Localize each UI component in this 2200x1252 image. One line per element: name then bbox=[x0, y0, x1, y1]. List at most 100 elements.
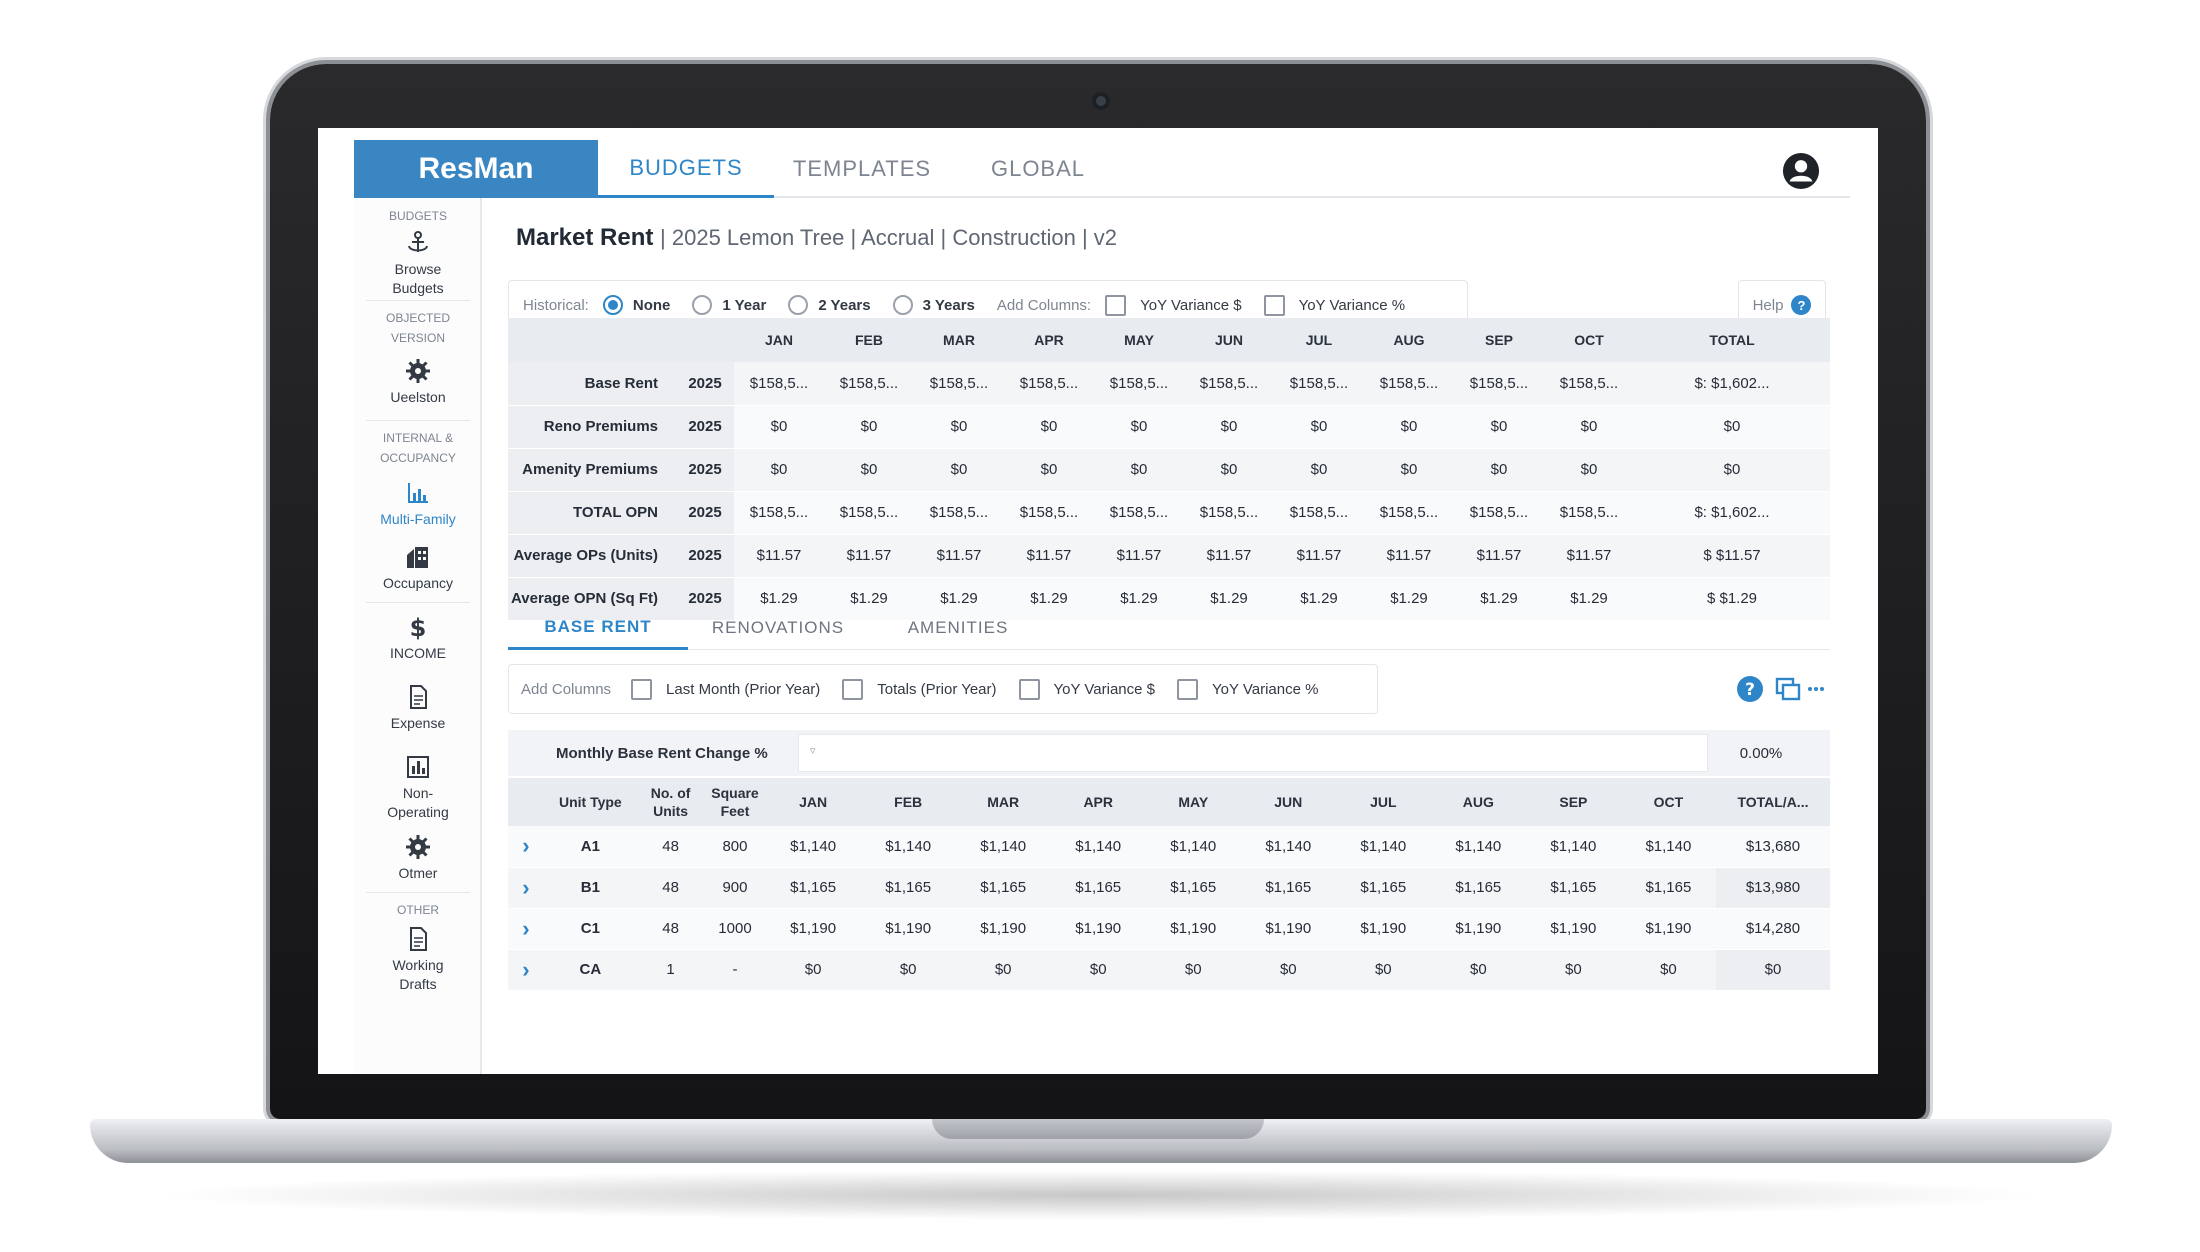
column-header[interactable]: JUL bbox=[1335, 778, 1431, 826]
rent-cell[interactable]: $1,140 bbox=[1050, 826, 1146, 868]
summary-cell[interactable]: $158,5... bbox=[1274, 491, 1364, 535]
summary-cell[interactable]: $1.29 bbox=[734, 577, 824, 621]
summary-cell[interactable]: $1.29 bbox=[1454, 577, 1544, 621]
rent-cell[interactable]: $1,190 bbox=[1145, 908, 1241, 950]
rent-cell[interactable]: $1,140 bbox=[1240, 826, 1336, 868]
rent-cell[interactable]: $1,140 bbox=[1145, 826, 1241, 868]
summary-cell[interactable]: $0 bbox=[824, 405, 914, 449]
summary-cell[interactable]: $158,5... bbox=[1364, 491, 1454, 535]
column-header[interactable]: MAR bbox=[955, 778, 1051, 826]
summary-cell[interactable]: $11.57 bbox=[1094, 534, 1184, 578]
summary-cell[interactable]: $1.29 bbox=[1544, 577, 1634, 621]
rent-cell[interactable]: $1,165 bbox=[765, 867, 861, 909]
column-header[interactable]: JUL bbox=[1274, 318, 1364, 362]
table-row[interactable]: › A1 48 800 $1,140 $1,140 $1,140 $1,140 $1,140 $1… bbox=[508, 826, 1830, 868]
sidebar-item-occupancy[interactable]: Occupancy bbox=[354, 544, 482, 593]
summary-cell[interactable]: $0 bbox=[1364, 448, 1454, 492]
summary-cell[interactable]: $11.57 bbox=[1454, 534, 1544, 578]
table-row[interactable]: › B1 48 900 $1,165 $1,165 $1,165 $1,165 $1,165 $1… bbox=[508, 867, 1830, 909]
rent-cell[interactable]: $1,190 bbox=[860, 908, 956, 950]
monthly-change-value[interactable]: 0.00% bbox=[1739, 744, 1783, 762]
summary-cell[interactable]: $1.29 bbox=[1364, 577, 1454, 621]
summary-cell[interactable]: $158,5... bbox=[1544, 362, 1634, 406]
rent-cell[interactable]: $1,140 bbox=[765, 826, 861, 868]
summary-total-cell[interactable]: $0 bbox=[1634, 405, 1830, 449]
summary-total-cell[interactable]: $ $1.29 bbox=[1634, 577, 1830, 621]
column-header[interactable]: FEB bbox=[860, 778, 956, 826]
subtab-base-rent[interactable]: BASE RENT bbox=[508, 606, 688, 650]
subtab-amenities[interactable]: AMENITIES bbox=[907, 618, 1009, 637]
summary-cell[interactable]: $11.57 bbox=[1544, 534, 1634, 578]
rent-cell[interactable]: $1,190 bbox=[1620, 908, 1716, 950]
rent-cell[interactable]: $1,190 bbox=[1525, 908, 1621, 950]
rent-cell[interactable]: $1,165 bbox=[1145, 867, 1241, 909]
summary-total-cell[interactable]: $: $1,602... bbox=[1634, 491, 1830, 535]
copy-icon[interactable] bbox=[1774, 675, 1802, 703]
sidebar-item-income[interactable]: $ INCOME bbox=[354, 614, 482, 663]
rent-cell[interactable]: $1,140 bbox=[860, 826, 956, 868]
summary-cell[interactable]: $0 bbox=[1094, 448, 1184, 492]
summary-cell[interactable]: $0 bbox=[734, 405, 824, 449]
summary-cell[interactable]: $0 bbox=[1544, 448, 1634, 492]
summary-cell[interactable]: $0 bbox=[734, 448, 824, 492]
radio-2-years[interactable]: 2 Years bbox=[788, 295, 871, 315]
rent-cell[interactable]: $0 bbox=[1620, 949, 1716, 991]
summary-cell[interactable]: $0 bbox=[1274, 405, 1364, 449]
summary-cell[interactable]: $1.29 bbox=[1274, 577, 1364, 621]
summary-cell[interactable]: $158,5... bbox=[1544, 491, 1634, 535]
summary-cell[interactable]: $11.57 bbox=[1184, 534, 1274, 578]
rent-cell[interactable]: $0 bbox=[1525, 949, 1621, 991]
sidebar-item-expense[interactable]: Expense bbox=[354, 684, 482, 733]
table-row[interactable]: › CA 1- $0 $0 $0 $0 $0 $0 $0 $0 $0 $0 $0 bbox=[508, 949, 1830, 991]
summary-cell[interactable]: $0 bbox=[1184, 405, 1274, 449]
column-header[interactable]: SEP bbox=[1525, 778, 1621, 826]
summary-cell[interactable]: $158,5... bbox=[824, 362, 914, 406]
user-circle-icon[interactable] bbox=[1782, 152, 1820, 190]
summary-cell[interactable]: $158,5... bbox=[1184, 491, 1274, 535]
column-header-unit-type[interactable]: Unit Type bbox=[543, 778, 637, 826]
rent-cell[interactable]: $1,165 bbox=[1620, 867, 1716, 909]
sidebar-item-version[interactable]: Ueelston bbox=[354, 358, 482, 407]
rent-cell[interactable]: $1,140 bbox=[955, 826, 1051, 868]
tab-global[interactable]: GLOBAL bbox=[990, 156, 1086, 181]
column-header[interactable]: JAN bbox=[765, 778, 861, 826]
summary-cell[interactable]: $11.57 bbox=[1364, 534, 1454, 578]
summary-cell[interactable]: $1.29 bbox=[1004, 577, 1094, 621]
summary-cell[interactable]: $158,5... bbox=[1094, 491, 1184, 535]
column-header[interactable]: APR bbox=[1004, 318, 1094, 362]
sidebar-item-non-operating[interactable]: Non-Operating bbox=[354, 754, 482, 822]
rent-cell[interactable]: $0 bbox=[765, 949, 861, 991]
expand-chevron-icon[interactable]: › bbox=[508, 908, 544, 950]
column-header-units[interactable]: No. of Units bbox=[636, 778, 705, 826]
radio-3-years[interactable]: 3 Years bbox=[892, 295, 975, 315]
rent-cell[interactable]: $0 bbox=[1335, 949, 1431, 991]
help-circle-icon[interactable]: ? bbox=[1736, 675, 1764, 703]
summary-cell[interactable]: $0 bbox=[1544, 405, 1634, 449]
sidebar-item-browse-budgets[interactable]: Browse Budgets bbox=[354, 230, 482, 298]
summary-cell[interactable]: $11.57 bbox=[734, 534, 824, 578]
rent-cell[interactable]: $0 bbox=[860, 949, 956, 991]
column-header-sqft[interactable]: Square Feet bbox=[704, 778, 766, 826]
column-header[interactable]: MAY bbox=[1145, 778, 1241, 826]
column-header[interactable]: MAR bbox=[914, 318, 1004, 362]
sidebar-item-multi-family[interactable]: Multi-Family bbox=[354, 480, 482, 529]
summary-cell[interactable]: $1.29 bbox=[1094, 577, 1184, 621]
rent-cell[interactable]: $1,165 bbox=[1240, 867, 1336, 909]
summary-cell[interactable]: $158,5... bbox=[734, 362, 824, 406]
column-header[interactable]: SEP bbox=[1454, 318, 1544, 362]
rent-cell[interactable]: $0 bbox=[955, 949, 1051, 991]
summary-cell[interactable]: $11.57 bbox=[914, 534, 1004, 578]
summary-cell[interactable]: $158,5... bbox=[914, 491, 1004, 535]
rent-cell[interactable]: $1,165 bbox=[1525, 867, 1621, 909]
radio-1-year[interactable]: 1 Year bbox=[692, 295, 766, 315]
column-header-total[interactable]: TOTAL/A... bbox=[1715, 778, 1830, 826]
summary-cell[interactable]: $158,5... bbox=[1184, 362, 1274, 406]
column-header[interactable]: JUN bbox=[1240, 778, 1336, 826]
summary-cell[interactable]: $158,5... bbox=[1094, 362, 1184, 406]
rent-cell[interactable]: $1,190 bbox=[1050, 908, 1146, 950]
rent-cell[interactable]: $1,140 bbox=[1525, 826, 1621, 868]
rent-cell[interactable]: $0 bbox=[1430, 949, 1526, 991]
rent-cell[interactable]: $1,190 bbox=[1240, 908, 1336, 950]
column-header[interactable]: MAY bbox=[1094, 318, 1184, 362]
column-header[interactable]: JAN bbox=[734, 318, 824, 362]
